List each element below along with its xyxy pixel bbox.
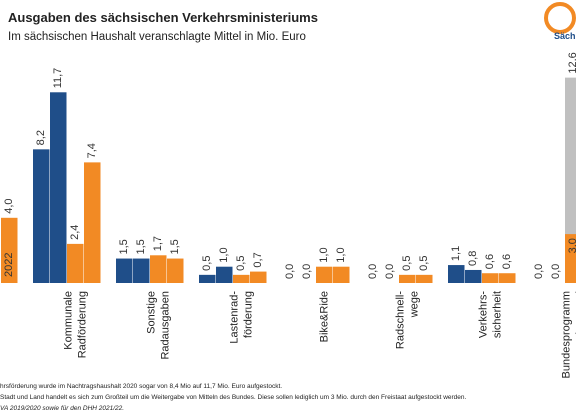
value-label: 0,5 <box>418 256 430 271</box>
x-tick-label: Verkehrs- <box>477 291 489 338</box>
x-tick-label: förderung <box>242 291 254 338</box>
value-label: 1,5 <box>118 239 130 254</box>
value-label: 1,1 <box>450 246 462 261</box>
value-label: 1,0 <box>218 247 230 262</box>
bar <box>333 266 350 283</box>
value-label: 8,2 <box>35 130 47 145</box>
bar <box>33 149 50 283</box>
bar <box>565 234 576 283</box>
value-label: 0,0 <box>301 264 313 279</box>
bar <box>499 273 516 283</box>
x-tick-label: sicherheit <box>491 291 503 338</box>
value-label: 1,0 <box>318 247 330 262</box>
bar <box>67 243 84 283</box>
value-label: 11,7 <box>52 68 64 89</box>
value-label: 0,0 <box>384 264 396 279</box>
x-tick-label: Radschnell- <box>394 291 406 349</box>
value-label: 0,0 <box>284 264 296 279</box>
value-label: 0,7 <box>252 252 264 267</box>
value-label: 0,5 <box>201 256 213 271</box>
bar <box>448 265 465 283</box>
value-label: 0,6 <box>501 254 513 269</box>
x-tick-label: Bike&Ride <box>318 291 330 342</box>
value-label: 0,5 <box>401 256 413 271</box>
x-tick-label: Radförderung <box>76 291 88 358</box>
value-label: 0,0 <box>533 264 545 279</box>
value-label: 0,0 <box>550 264 562 279</box>
value-label: 4,0 <box>3 199 15 214</box>
bar <box>316 266 333 283</box>
bar <box>116 258 133 283</box>
bar <box>250 271 267 283</box>
x-tick-label: Bundesprogramm <box>560 291 572 378</box>
bar <box>84 162 101 283</box>
x-tick-label: Sonstige <box>145 291 157 334</box>
value-label: 0,0 <box>367 264 379 279</box>
x-tick-label: Kommunale <box>62 291 74 350</box>
bar <box>1 217 18 283</box>
series-label: 2022 <box>3 253 15 277</box>
x-tick-label: Stadt & Land <box>574 291 576 355</box>
value-label: 0,5 <box>235 256 247 271</box>
value-label: 1,5 <box>169 239 181 254</box>
bar <box>50 92 67 283</box>
value-label: 0,8 <box>467 251 479 266</box>
value-label: 3,0 <box>567 238 576 253</box>
value-label: 1,7 <box>152 236 164 251</box>
value-label: 0,6 <box>484 254 496 269</box>
bar <box>482 273 499 283</box>
value-label: 1,5 <box>135 239 147 254</box>
logo <box>544 2 576 34</box>
bar <box>167 258 184 283</box>
value-label: 12,6 <box>567 52 576 73</box>
chart-title: Ausgaben des sächsischen Verkehrsministe… <box>8 10 318 25</box>
logo-text: Säch <box>554 31 576 41</box>
x-tick-label: Radausgaben <box>159 291 171 360</box>
x-tick-label: wege <box>408 291 420 318</box>
bar <box>233 274 250 283</box>
bar <box>565 77 576 284</box>
bar <box>416 274 433 283</box>
bar <box>150 255 167 283</box>
footnote: VA 2019/2020 sowie für den DHH 2021/22. <box>0 405 124 412</box>
bar <box>216 266 233 283</box>
value-label: 1,0 <box>335 247 347 262</box>
value-label: 7,4 <box>86 143 98 158</box>
footnote: hrsförderung wurde im Nachtragshaushalt … <box>0 383 282 390</box>
bar <box>199 274 216 283</box>
x-tick-label: Lastenrad- <box>228 291 240 344</box>
chart-subtitle: Im sächsischen Haushalt veranschlagte Mi… <box>8 31 306 43</box>
footnote: Stadt und Land handelt es sich zum Großt… <box>0 394 467 401</box>
bar <box>399 274 416 283</box>
value-label: 2,4 <box>69 225 81 240</box>
bar <box>465 269 482 283</box>
bar <box>133 258 150 283</box>
